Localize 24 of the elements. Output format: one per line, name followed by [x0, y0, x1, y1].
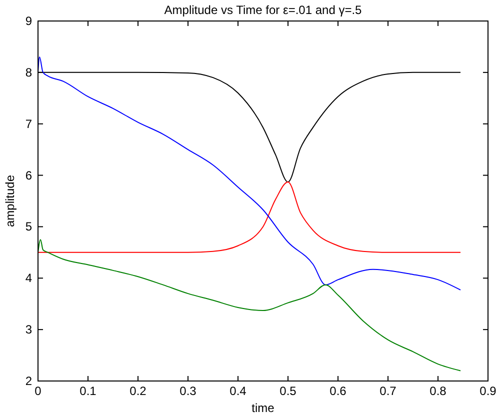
x-tick-label: 0.6: [330, 384, 347, 398]
x-tick-label: 0.4: [230, 384, 247, 398]
y-tick-label: 7: [25, 116, 32, 131]
y-tick-label: 3: [25, 322, 32, 337]
x-tick-label: 0: [34, 384, 42, 398]
y-tick-label: 6: [25, 168, 32, 182]
x-tick-label: 0.7: [380, 384, 397, 398]
x-axis-title: time: [252, 401, 275, 415]
x-tick-label: 0.8: [430, 384, 447, 398]
y-axis-title: amplitude: [3, 174, 17, 228]
x-tick-label: 0.9: [480, 384, 497, 398]
y-tick-label: 4: [25, 271, 32, 286]
x-tick-label: 0.5: [280, 384, 297, 398]
chart-title: Amplitude vs Time for ε=.01 and γ=.5: [164, 3, 362, 17]
line-series: [38, 239, 461, 372]
x-tick-label: 0.1: [80, 384, 97, 398]
y-tick-label: 8: [25, 65, 32, 80]
line-series: [38, 181, 461, 253]
y-tick-label: 9: [25, 14, 32, 28]
y-tick-label: 5: [25, 220, 32, 234]
x-tick-label: 0.2: [130, 384, 147, 398]
line-series: [38, 56, 461, 290]
x-tick-label: 0.3: [180, 384, 197, 398]
y-tick-label: 2: [25, 374, 32, 388]
